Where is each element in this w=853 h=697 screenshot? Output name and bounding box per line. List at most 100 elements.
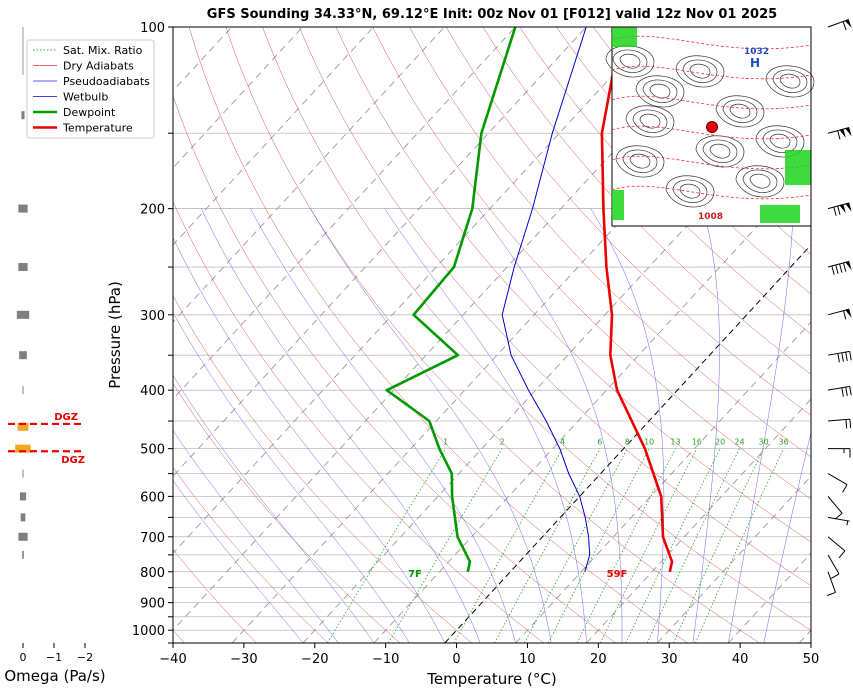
- location-marker: [707, 122, 718, 133]
- omega-tick-label: −2: [77, 651, 93, 664]
- mixing-ratio-label: 13: [670, 438, 680, 447]
- wind-barb: [828, 386, 851, 396]
- legend-label: Pseudoadiabats: [63, 75, 150, 88]
- omega-bar: [22, 551, 24, 559]
- inset-low-value: 1008: [698, 212, 723, 222]
- pseudoadiabat: [478, 209, 622, 643]
- x-tick-label: −30: [230, 652, 257, 667]
- pseudoadiabat: [201, 209, 480, 643]
- omega-bar: [23, 470, 24, 478]
- inset-map[interactable]: 1032 H 1008: [606, 27, 814, 226]
- wind-barb: [828, 19, 852, 30]
- mixing-ratio-label: 10: [644, 438, 654, 447]
- wind-barb: [828, 496, 842, 519]
- y-axis-label: Pressure (hPa): [106, 281, 124, 389]
- mixing-ratio-label: 24: [734, 438, 744, 447]
- inset-precip-area: [785, 150, 811, 185]
- x-tick-label: −20: [301, 652, 328, 667]
- x-axis-label: Temperature (°C): [426, 670, 556, 688]
- wind-barb: [828, 419, 851, 428]
- mixing-ratio-label: 30: [759, 438, 769, 447]
- legend-label: Temperature: [62, 122, 133, 135]
- x-tick-label: −40: [159, 652, 186, 667]
- omega-bar: [21, 111, 24, 119]
- mixing-ratio-label: 20: [715, 438, 725, 447]
- pseudoadiabat: [693, 209, 720, 643]
- mixing-ratio-label: 2: [500, 438, 505, 447]
- omega-axis-label: Omega (Pa/s): [4, 667, 105, 685]
- mixing-ratio-line: [600, 449, 697, 643]
- mixing-ratio-line: [328, 449, 446, 643]
- x-tick-label: 50: [803, 652, 820, 667]
- wind-barb: [828, 474, 847, 493]
- mixing-ratio-line: [548, 449, 649, 643]
- y-tick-label: 800: [140, 566, 165, 581]
- y-tick-label: 400: [140, 384, 165, 399]
- wind-barbs: [827, 19, 852, 595]
- y-tick-label: 1000: [132, 624, 165, 639]
- wetbulb-line: [502, 27, 590, 572]
- wind-barb: [828, 351, 851, 362]
- wind-barb: [828, 203, 852, 216]
- dewpoint-line: [387, 27, 516, 572]
- y-tick-label: 900: [140, 597, 165, 612]
- y-tick-label: 600: [140, 490, 165, 505]
- x-tick-label: 0: [452, 652, 460, 667]
- mixing-ratio-label: 36: [778, 438, 788, 447]
- mixing-ratio-line: [388, 449, 502, 643]
- omega-bar: [18, 533, 27, 541]
- mixing-ratio-label: 6: [597, 438, 602, 447]
- wind-barb: [827, 572, 835, 596]
- isotherm: [0, 27, 19, 643]
- dgz-label-bottom: DGZ: [61, 455, 85, 466]
- mixing-ratio-label: 8: [625, 438, 630, 447]
- wind-barb: [828, 128, 852, 140]
- omega-bar: [21, 513, 26, 521]
- omega-tick-label: −1: [46, 651, 62, 664]
- omega-bar: [18, 205, 27, 213]
- mixing-ratio-label: 16: [692, 438, 702, 447]
- y-tick-label: 300: [140, 309, 165, 324]
- pseudoadiabat: [92, 209, 374, 643]
- pseudoadiabat: [124, 209, 409, 643]
- inset-precip-area: [760, 205, 800, 223]
- inset-precip-area: [612, 190, 624, 220]
- mixing-ratio-line: [696, 449, 784, 643]
- y-tick-label: 700: [140, 531, 165, 546]
- dgz-label-top: DGZ: [54, 412, 78, 423]
- mixing-ratio-line: [626, 449, 720, 643]
- surface-dewpoint-label: 7F: [408, 569, 422, 580]
- x-tick-label: 20: [590, 652, 607, 667]
- omega-bar: [19, 351, 27, 359]
- x-tick-label: 40: [732, 652, 749, 667]
- inset-precip-area: [612, 27, 637, 47]
- y-tick-label: 500: [140, 443, 165, 458]
- surface-temperature-label: 59F: [607, 569, 628, 580]
- wind-barb: [828, 261, 852, 274]
- omega-bar: [20, 492, 26, 500]
- legend-label: Dewpoint: [63, 106, 116, 119]
- x-tick-label: 30: [661, 652, 678, 667]
- dry-adiabat: [814, 27, 853, 643]
- x-tick-label: 10: [519, 652, 536, 667]
- omega-bar: [18, 263, 27, 271]
- legend-label: Wetbulb: [63, 91, 108, 104]
- wind-barb: [828, 517, 850, 525]
- wind-barb: [828, 309, 852, 319]
- isotherm: [90, 27, 657, 643]
- pseudoadiabat: [37, 209, 303, 643]
- legend-label: Sat. Mix. Ratio: [63, 44, 143, 57]
- y-tick-label: 200: [140, 203, 165, 218]
- inset-high-letter: H: [750, 56, 760, 70]
- wind-barb: [828, 537, 845, 558]
- y-tick-label: 100: [140, 21, 165, 36]
- omega-bar: [23, 386, 24, 394]
- wind-barb: [828, 449, 850, 458]
- mixing-ratio-label: 4: [560, 438, 565, 447]
- mixing-ratio-line: [454, 449, 563, 643]
- pseudoadiabat: [764, 209, 853, 643]
